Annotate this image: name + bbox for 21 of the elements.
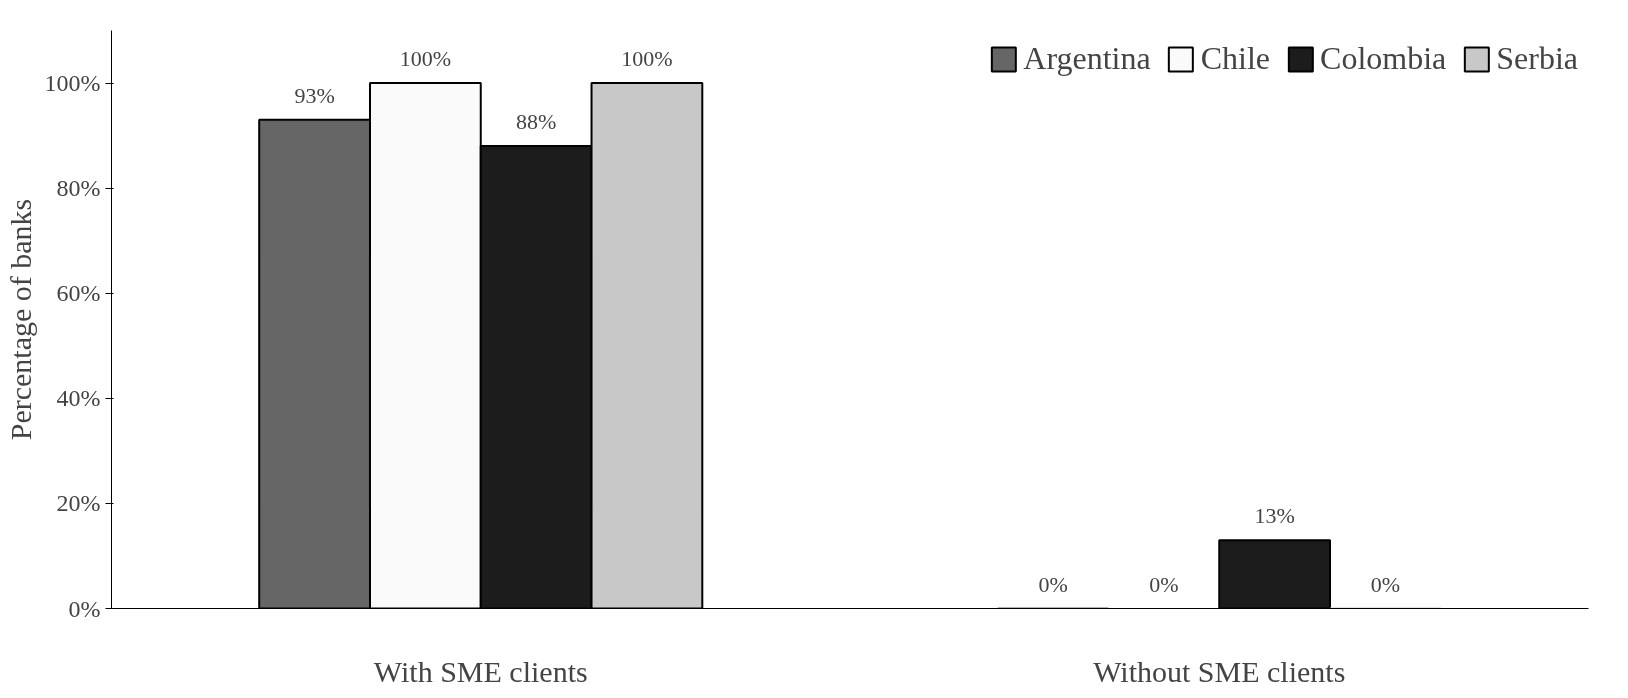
data-label: 0% bbox=[1038, 571, 1068, 597]
y-tick-label: 0% bbox=[68, 595, 101, 622]
legend-label: Serbia bbox=[1496, 40, 1578, 77]
data-label: 100% bbox=[621, 46, 673, 72]
data-label: 0% bbox=[1370, 571, 1401, 597]
y-tick-label: 60% bbox=[56, 280, 101, 307]
legend-label: Argentina bbox=[1023, 40, 1151, 77]
data-label: 88% bbox=[515, 109, 557, 135]
y-axis-title: Percentage of banks bbox=[3, 198, 37, 441]
x-tick-label: Without SME clients bbox=[1093, 654, 1346, 688]
y-tick-label: 20% bbox=[56, 490, 101, 517]
y-tick-label: 40% bbox=[56, 385, 101, 412]
y-tick-label: 100% bbox=[44, 70, 101, 97]
data-label: 13% bbox=[1254, 503, 1295, 529]
legend-label: Chile bbox=[1200, 40, 1271, 77]
data-label: 0% bbox=[1149, 571, 1179, 597]
data-label: 100% bbox=[399, 46, 452, 72]
y-tick-label: 80% bbox=[56, 175, 101, 202]
x-tick-label: With SME clients bbox=[373, 654, 588, 688]
legend-label: Colombia bbox=[1320, 40, 1447, 77]
data-label: 93% bbox=[294, 82, 335, 108]
